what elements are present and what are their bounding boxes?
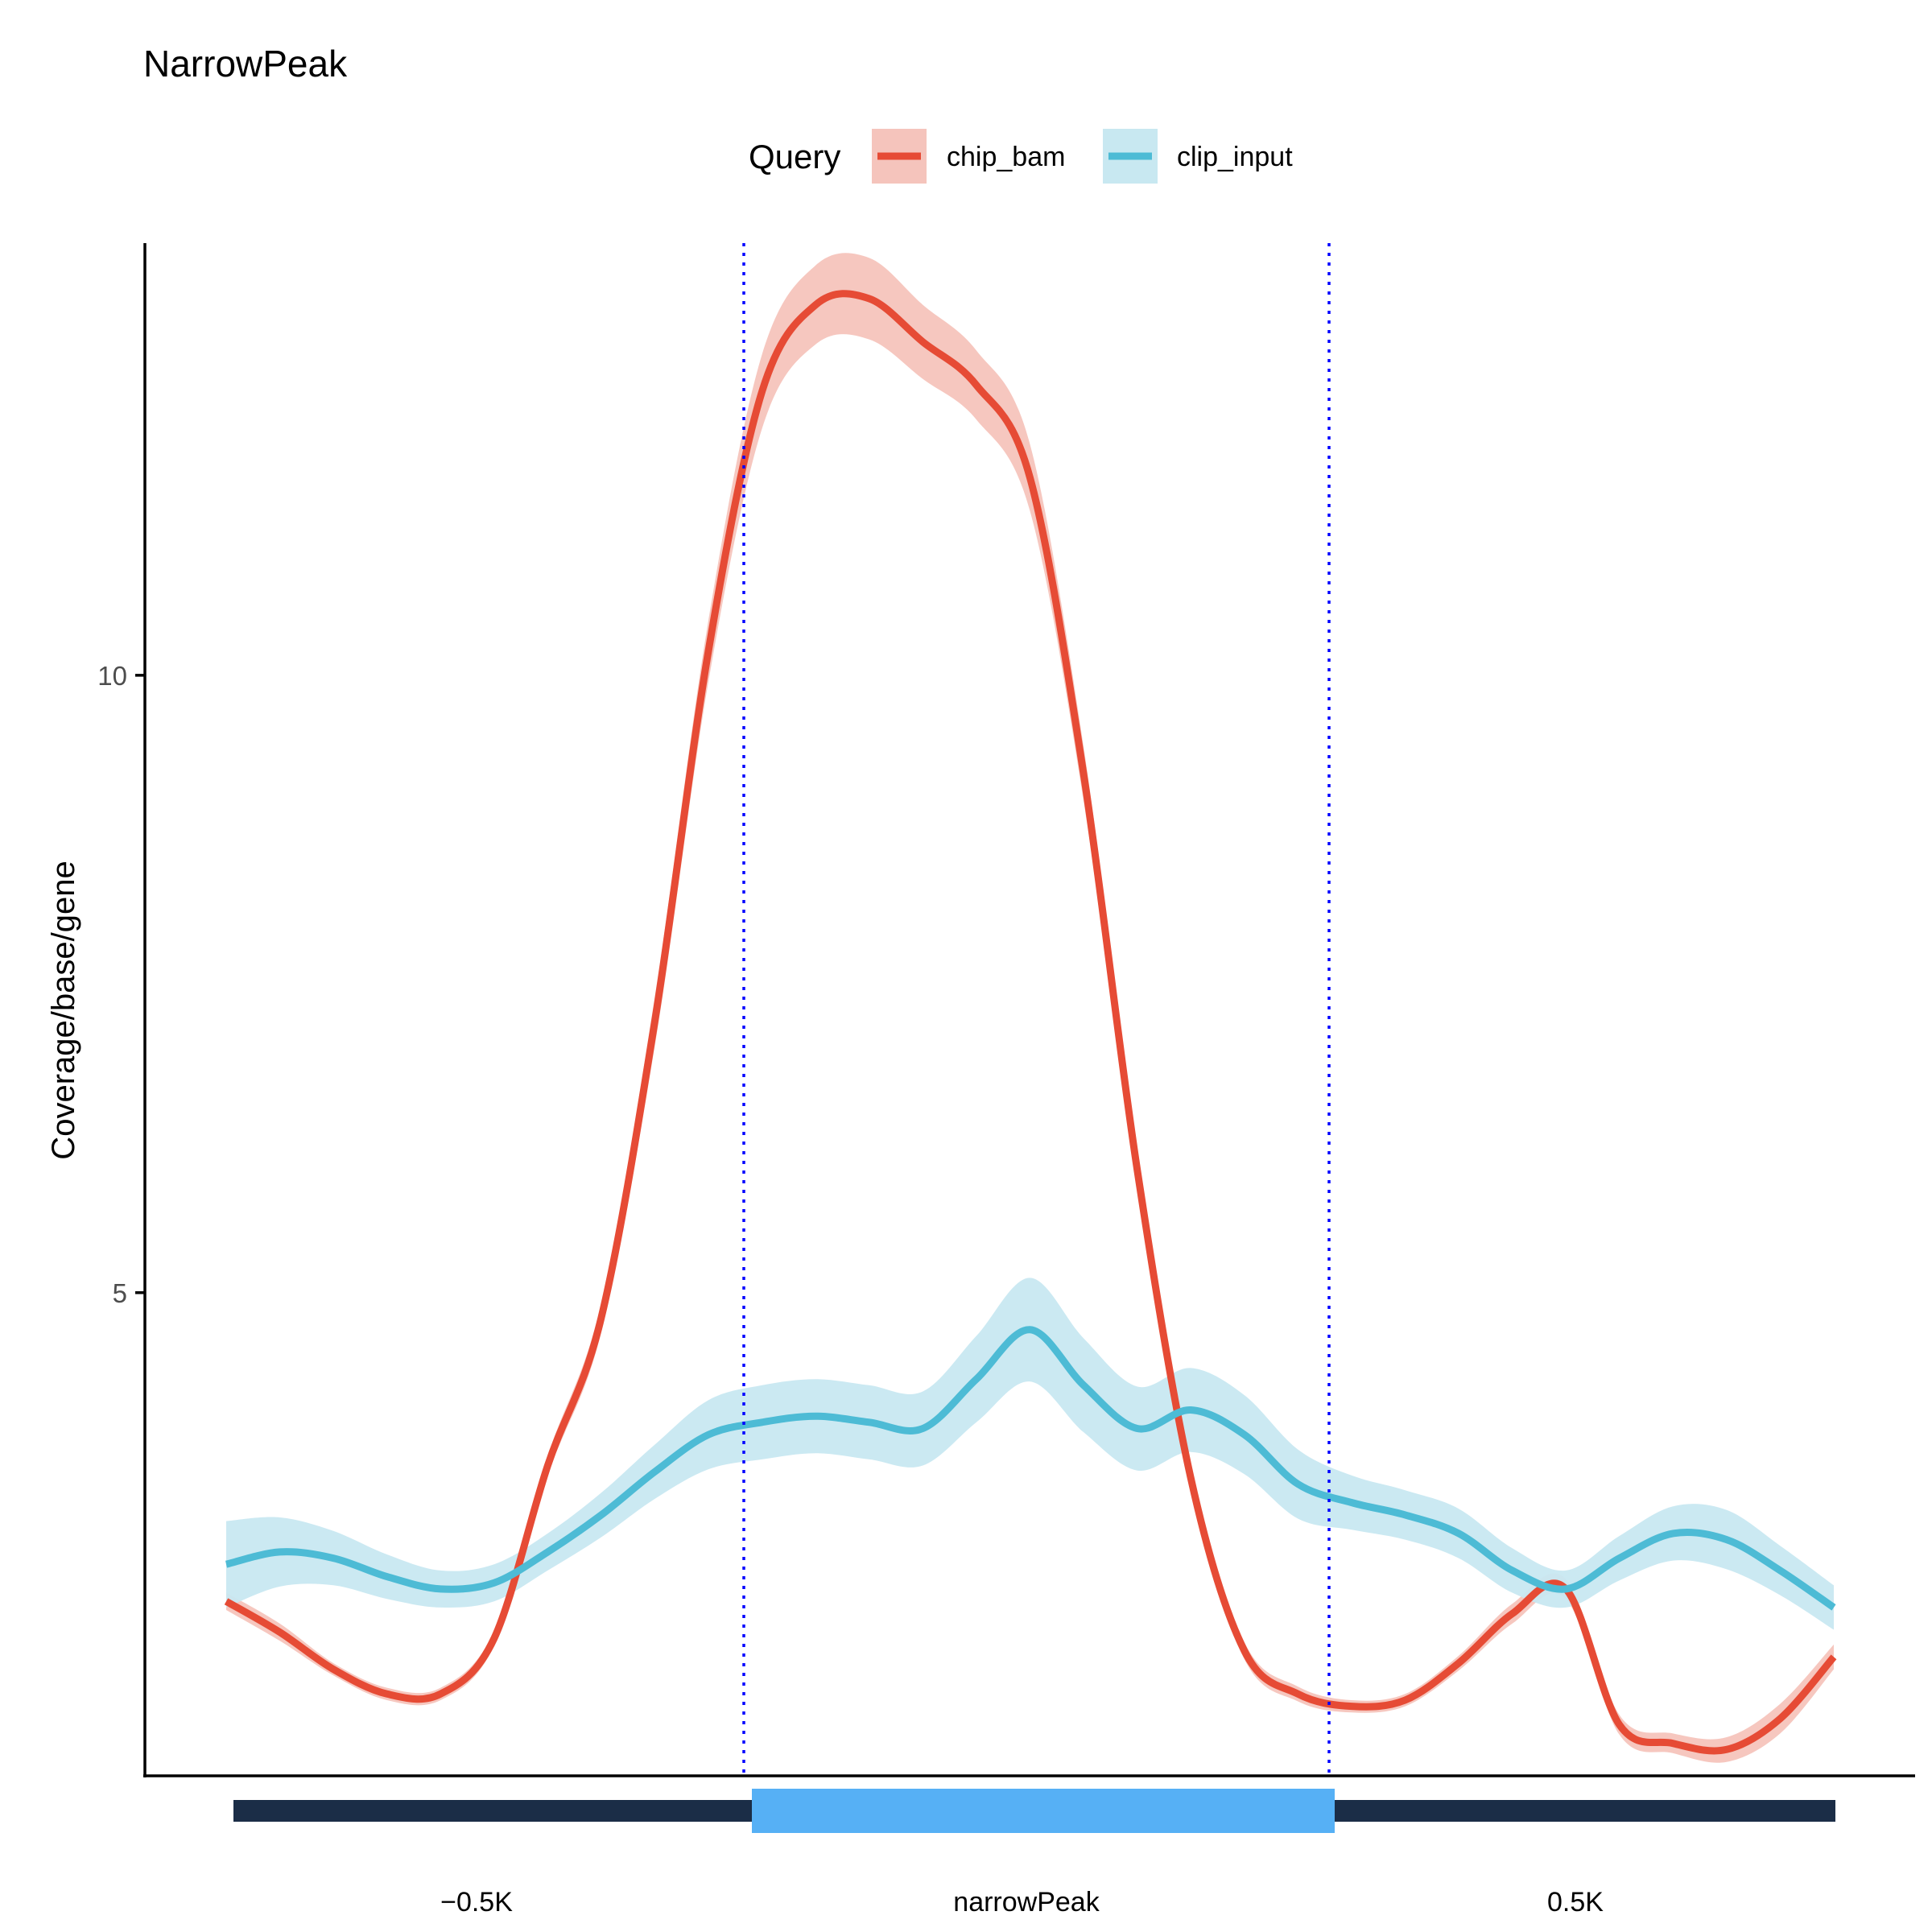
y-tick-label-10: 10 <box>97 661 127 691</box>
region-label-narrowpeak: narrowPeak <box>953 1887 1100 1918</box>
legend-label-chip-bam: chip_bam <box>947 142 1065 172</box>
legend-item-chip-bam: chip_bam <box>872 129 1065 184</box>
region-label-upstream: −0.5K <box>440 1887 513 1918</box>
legend: Query chip_bam clip_input <box>749 129 1293 184</box>
series-line-clip-input <box>225 1326 1836 1611</box>
y-axis-title: Coverage/base/gene <box>46 861 81 1159</box>
region-bar-upstream <box>233 1800 752 1822</box>
series-band-clip-input <box>226 1278 1834 1630</box>
region-track: −0.5K narrowPeak 0.5K <box>233 1789 1835 1918</box>
region-bar-downstream <box>1335 1800 1835 1822</box>
region-label-downstream: 0.5K <box>1547 1887 1604 1918</box>
axes: 5 10 Coverage/base/gene <box>46 243 1915 1777</box>
plot-area <box>224 243 1837 1776</box>
series-line-chip-bam <box>224 290 1837 1755</box>
legend-title: Query <box>749 138 840 175</box>
legend-label-clip-input: clip_input <box>1177 142 1293 172</box>
legend-item-clip-input: clip_input <box>1103 129 1293 184</box>
y-tick-label-5: 5 <box>113 1278 127 1308</box>
chart-title: NarrowPeak <box>143 43 348 85</box>
region-bar-narrowpeak <box>752 1789 1335 1833</box>
